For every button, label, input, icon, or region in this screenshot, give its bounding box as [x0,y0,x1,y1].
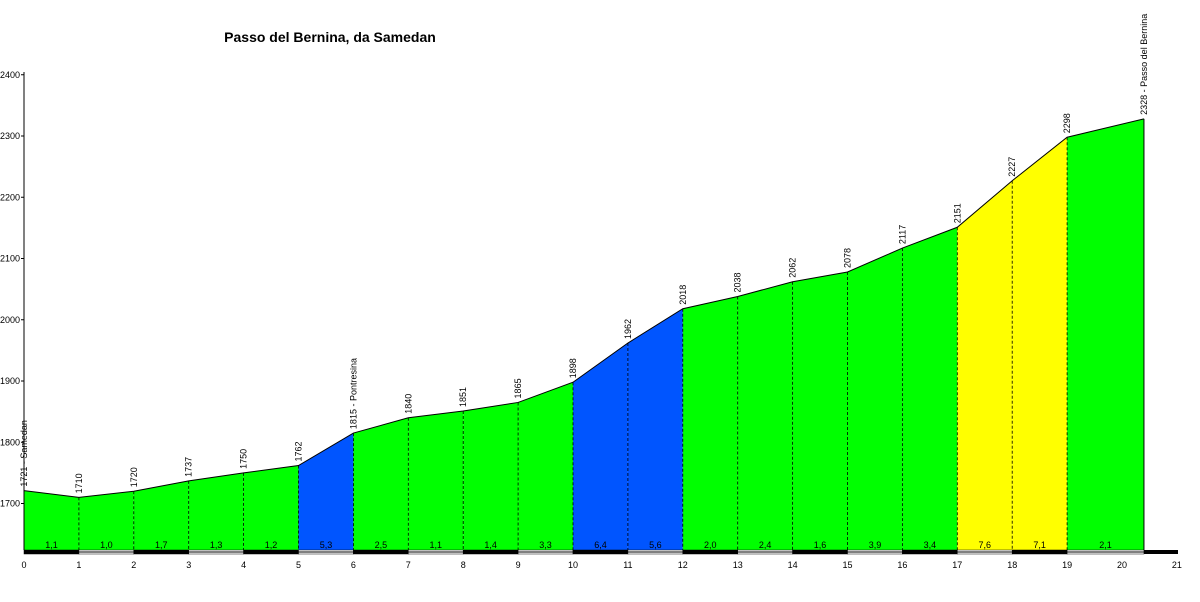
gradient-label: 2,0 [704,540,717,550]
elevation-label: 2328 - Passo del Bernina [1139,14,1149,115]
chart-title: Passo del Bernina, da Samedan [224,29,436,45]
x-tick-label: 6 [351,560,356,570]
x-tick-label: 19 [1062,560,1072,570]
elevation-label: 1710 [74,473,84,493]
elevation-label: 1851 [458,387,468,407]
gradient-label: 7,6 [978,540,991,550]
x-tick-label: 0 [21,560,26,570]
y-tick-label: 2200 [0,192,20,202]
y-tick-label: 1700 [0,499,20,509]
x-tick-label: 14 [788,560,798,570]
y-tick-label: 2300 [0,131,20,141]
elevation-label: 2078 [843,248,853,268]
x-tick-label: 9 [516,560,521,570]
gradient-label: 1,6 [814,540,827,550]
segment-fill [847,248,903,550]
y-tick-label: 1900 [0,376,20,386]
gradient-label: 7,1 [1033,540,1046,550]
x-tick-label: 18 [1007,560,1017,570]
gradient-label: 2,4 [759,540,772,550]
elevation-label: 2298 [1062,113,1072,133]
gradient-label: 1,3 [210,540,223,550]
segment-fill [627,308,683,550]
x-tick-label: 3 [186,560,191,570]
x-tick-label: 15 [842,560,852,570]
gradient-label: 1,1 [45,540,58,550]
y-tick-label: 2100 [0,254,20,264]
segment-fill [518,382,573,550]
profile-outline [23,118,1145,550]
x-tick-label: 12 [678,560,688,570]
segment-fill [298,433,354,550]
x-tick-label: 4 [241,560,246,570]
x-tick-label: 16 [897,560,907,570]
profile-line [23,118,1145,498]
segment-fill [463,402,519,550]
gradient-label: 3,9 [869,540,882,550]
segment-fill [24,490,79,550]
segment-fill [243,465,299,550]
gradient-label: 3,3 [539,540,552,550]
elevation-label: 1962 [623,319,633,339]
y-tick-label: 1800 [0,437,20,447]
y-tick-label: 2000 [0,315,20,325]
elevation-label: 1720 [129,467,139,487]
gradient-label: 5,3 [320,540,333,550]
gradient-label: 2,1 [1099,540,1112,550]
elevation-label: 2038 [733,272,743,292]
elevation-label: 2151 [952,203,962,223]
x-tick-label: 8 [461,560,466,570]
gradient-label: 5,6 [649,540,662,550]
segment-fills [24,118,1144,550]
segment-fill [957,180,1013,550]
x-tick-label: 2 [131,560,136,570]
gradient-label: 1,2 [265,540,278,550]
x-tick-label: 7 [406,560,411,570]
segment-fill [408,411,464,550]
elevation-label: 2117 [897,225,907,244]
elevation-label: 1762 [294,441,304,461]
x-tick-label: 11 [623,560,632,570]
x-tick-label: 17 [952,560,962,570]
elevation-label: 2227 [1007,157,1017,177]
segment-fill [78,491,134,550]
elevation-label: 1815 - Pontresina [348,358,358,429]
gradient-label: 1,1 [429,540,442,550]
elevation-label: 1750 [239,449,249,469]
gradient-label: 3,4 [924,540,937,550]
segment-fill [682,296,738,550]
x-tick-label: 5 [296,560,301,570]
segment-fill [573,343,628,550]
x-tick-label: 1 [76,560,81,570]
gradient-label: 1,0 [100,540,113,550]
segment-fill [1067,118,1144,550]
x-tick-label: 20 [1117,560,1127,570]
segment-dividers [78,137,1068,550]
elevation-label: 2062 [788,258,798,278]
elevation-labels: 1721 - Samedan 1710 1720 1737 1750 1762 1815 -… [19,14,1149,494]
elevation-label: 1840 [403,394,413,414]
elevation-label: 1865 [513,378,523,398]
elevation-label: 1721 - Samedan [19,420,29,487]
elevation-label: 2018 [678,285,688,305]
x-tick-label: 10 [568,560,578,570]
elevation-label: 1898 [568,358,578,378]
segment-fill [353,417,409,550]
segment-fill [792,271,848,550]
x-tick-label: 21 [1172,560,1182,570]
y-tick-label: 2400 [0,70,20,80]
gradient-label: 2,5 [375,540,388,550]
elevation-label: 1737 [184,457,194,477]
gradient-label: 1,4 [484,540,497,550]
gradient-label: 6,4 [594,540,607,550]
segment-fill [902,227,958,550]
segment-fill [188,472,244,550]
segment-fill [737,281,793,550]
segment-fill [133,480,189,550]
x-tick-label: 13 [733,560,743,570]
segment-fill [1012,137,1068,550]
gradient-label: 1,7 [155,540,168,550]
